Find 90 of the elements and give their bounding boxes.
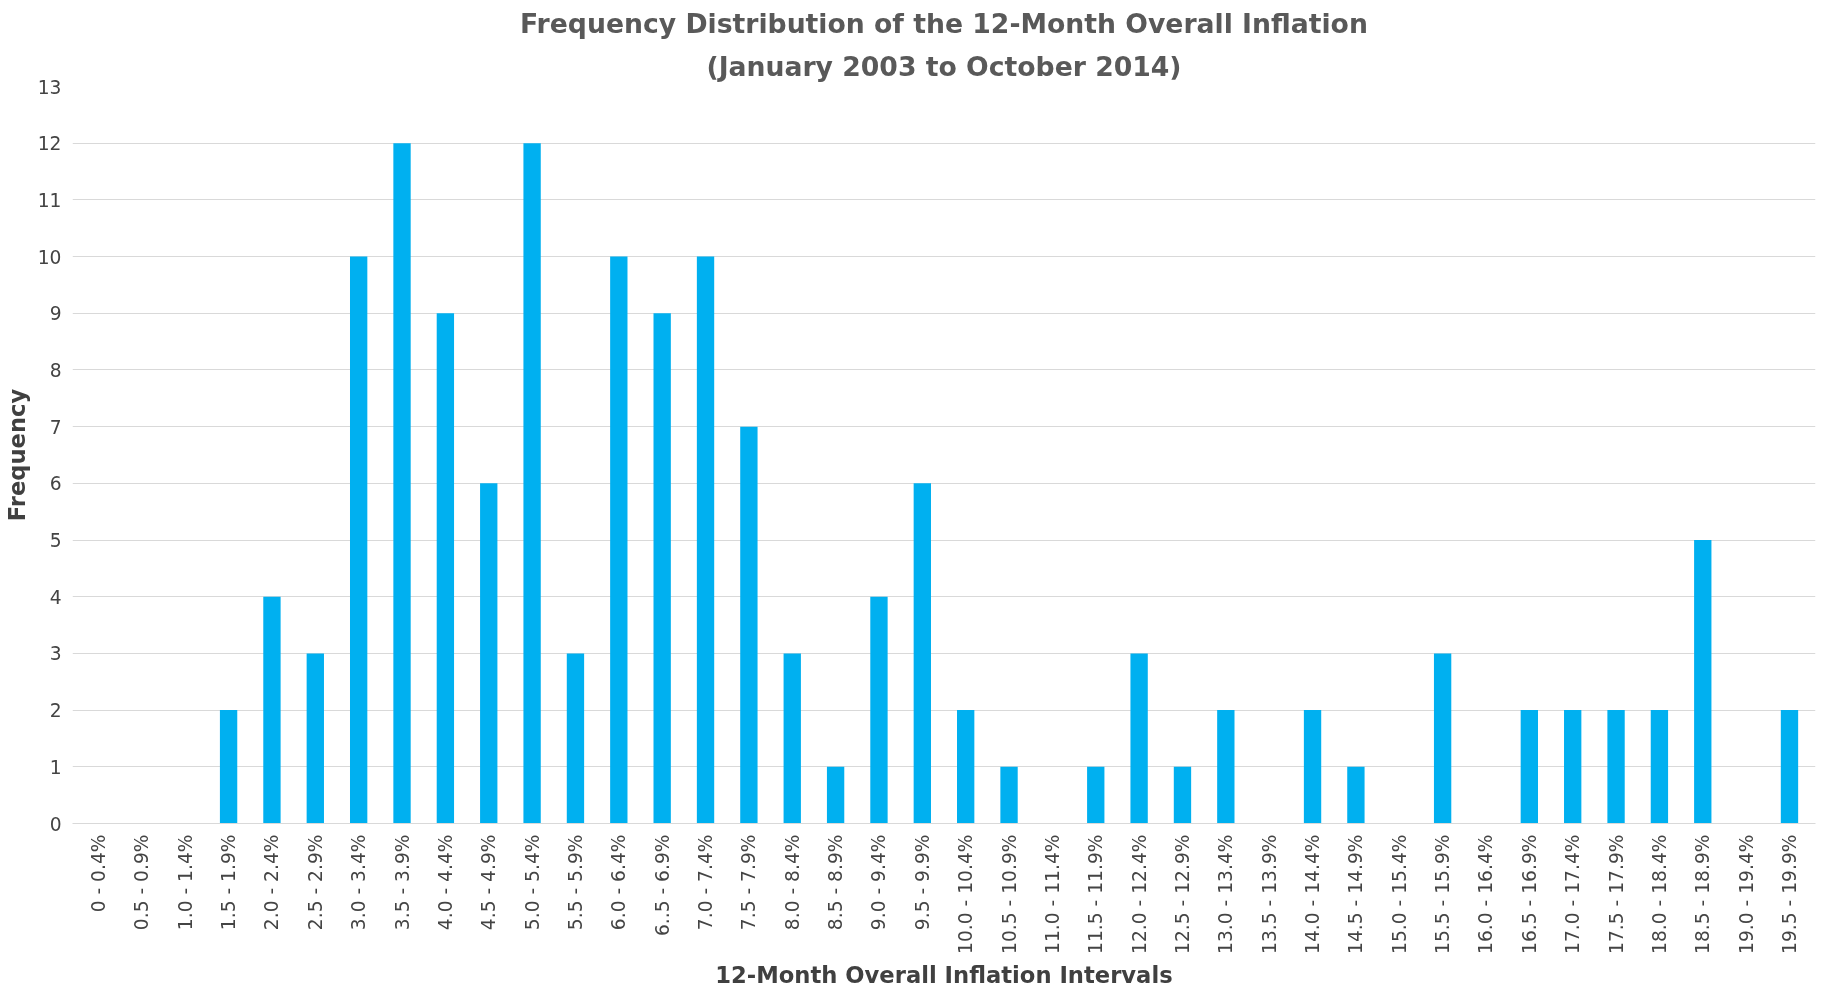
bar bbox=[393, 143, 411, 824]
y-tick-label: 1 bbox=[49, 756, 62, 778]
x-tick-label: 6.0 - 6.4% bbox=[608, 834, 630, 931]
bar bbox=[610, 256, 628, 824]
x-tick-label: 3.0 - 3.4% bbox=[348, 834, 370, 931]
x-tick-label: 18.5 - 18.9% bbox=[1692, 834, 1714, 954]
x-tick-label: 10.5 - 10.9% bbox=[998, 834, 1020, 954]
x-tick-label: 6..5 - 6.9% bbox=[651, 834, 673, 937]
bar bbox=[480, 483, 498, 824]
x-tick-label: 19.0 - 19.4% bbox=[1735, 834, 1757, 954]
bar bbox=[1564, 710, 1582, 824]
bar bbox=[653, 313, 671, 824]
x-tick-label: 1.0 - 1.4% bbox=[174, 834, 196, 931]
x-tick-label: 4.0 - 4.4% bbox=[434, 834, 456, 931]
bar bbox=[523, 143, 541, 824]
bar bbox=[1650, 710, 1669, 824]
x-tick-label: 16.0 - 16.4% bbox=[1475, 834, 1497, 954]
x-tick-label: 4.5 - 4.9% bbox=[478, 834, 500, 931]
y-tick-label: 9 bbox=[49, 303, 62, 325]
x-tick-label: 5.5 - 5.9% bbox=[564, 834, 586, 931]
y-tick-label: 0 bbox=[49, 813, 62, 835]
x-tick-label: 10.0 - 10.4% bbox=[955, 834, 977, 954]
x-tick-label: 2.5 - 2.9% bbox=[304, 834, 326, 931]
bar bbox=[1217, 710, 1235, 824]
y-tick-label: 6 bbox=[49, 473, 62, 495]
bar bbox=[1303, 710, 1322, 824]
x-tick-label: 12.0 - 12.4% bbox=[1128, 834, 1150, 954]
x-axis-title: 12-Month Overall Inflation Intervals bbox=[715, 961, 1173, 988]
x-tick-label: 5.0 - 5.4% bbox=[521, 834, 543, 931]
y-tick-label: 2 bbox=[49, 700, 62, 722]
bar bbox=[306, 653, 324, 824]
y-tick-label: 4 bbox=[49, 586, 62, 608]
x-tick-label: 7.0 - 7.4% bbox=[695, 834, 717, 931]
bar bbox=[740, 426, 758, 824]
chart-subtitle: (January 2003 to October 2014) bbox=[706, 50, 1182, 82]
x-tick-label: 19.5 - 19.9% bbox=[1778, 834, 1800, 954]
y-tick-label: 10 bbox=[37, 246, 62, 268]
bar bbox=[1433, 653, 1452, 824]
x-tick-label: 9.5 - 9.9% bbox=[911, 834, 933, 931]
bar bbox=[870, 596, 888, 824]
bar bbox=[1173, 766, 1192, 824]
x-tick-label: 1.5 - 1.9% bbox=[218, 834, 240, 931]
x-tick-label: 13.0 - 13.4% bbox=[1215, 834, 1237, 954]
bar bbox=[1607, 710, 1625, 824]
bar bbox=[783, 653, 801, 824]
bar bbox=[436, 313, 455, 824]
bar bbox=[1087, 766, 1105, 824]
bar bbox=[913, 483, 931, 824]
y-tick-label: 7 bbox=[49, 416, 62, 438]
x-tick-label: 13.5 - 13.9% bbox=[1258, 834, 1280, 954]
x-tick-label: 16.5 - 16.9% bbox=[1518, 834, 1540, 954]
x-tick-label: 7.5 - 7.9% bbox=[738, 834, 760, 931]
y-axis-title: Frequency bbox=[3, 388, 30, 522]
x-tick-label: 8.0 - 8.4% bbox=[781, 834, 803, 931]
x-tick-label: 12.5 - 12.9% bbox=[1171, 834, 1193, 954]
bar bbox=[263, 596, 281, 824]
y-tick-label: 8 bbox=[49, 359, 62, 381]
x-tick-label: 17.0 - 17.4% bbox=[1562, 834, 1584, 954]
bar bbox=[826, 766, 845, 824]
x-tick-label: 8.5 - 8.9% bbox=[825, 834, 847, 931]
x-tick-label: 14.5 - 14.9% bbox=[1345, 834, 1367, 954]
bar bbox=[696, 256, 715, 824]
bar bbox=[219, 710, 238, 824]
bar bbox=[1000, 766, 1018, 824]
bar bbox=[1694, 540, 1712, 824]
bar bbox=[1130, 653, 1148, 824]
y-tick-label: 5 bbox=[49, 530, 62, 552]
x-tick-label: 0.5 - 0.9% bbox=[131, 834, 153, 931]
y-tick-label: 11 bbox=[37, 189, 62, 211]
x-tick-label: 17.5 - 17.9% bbox=[1605, 834, 1627, 954]
y-tick-label: 12 bbox=[37, 133, 62, 155]
x-tick-label: 15.0 - 15.4% bbox=[1388, 834, 1410, 954]
chart-title: Frequency Distribution of the 12-Month Overall Inflation bbox=[520, 7, 1368, 39]
x-tick-label: 3.5 - 3.9% bbox=[391, 834, 413, 931]
bar bbox=[566, 653, 585, 824]
x-tick-label: 11.0 - 11.4% bbox=[1041, 834, 1063, 954]
bar bbox=[957, 710, 975, 824]
bar bbox=[349, 256, 368, 824]
y-tick-label: 3 bbox=[49, 643, 62, 665]
bar bbox=[1347, 766, 1365, 824]
x-tick-label: 18.0 - 18.4% bbox=[1648, 834, 1670, 954]
bar bbox=[1780, 710, 1799, 824]
x-tick-label: 2.0 - 2.4% bbox=[261, 834, 283, 931]
x-tick-label: 9.0 - 9.4% bbox=[868, 834, 890, 931]
y-tick-label: 13 bbox=[37, 76, 62, 98]
bar bbox=[1520, 710, 1539, 824]
x-tick-label: 0 - 0.4% bbox=[88, 834, 110, 913]
x-tick-label: 15.5 - 15.9% bbox=[1432, 834, 1454, 954]
x-tick-label: 14.0 - 14.4% bbox=[1302, 834, 1324, 954]
x-tick-label: 11.5 - 11.9% bbox=[1085, 834, 1107, 954]
